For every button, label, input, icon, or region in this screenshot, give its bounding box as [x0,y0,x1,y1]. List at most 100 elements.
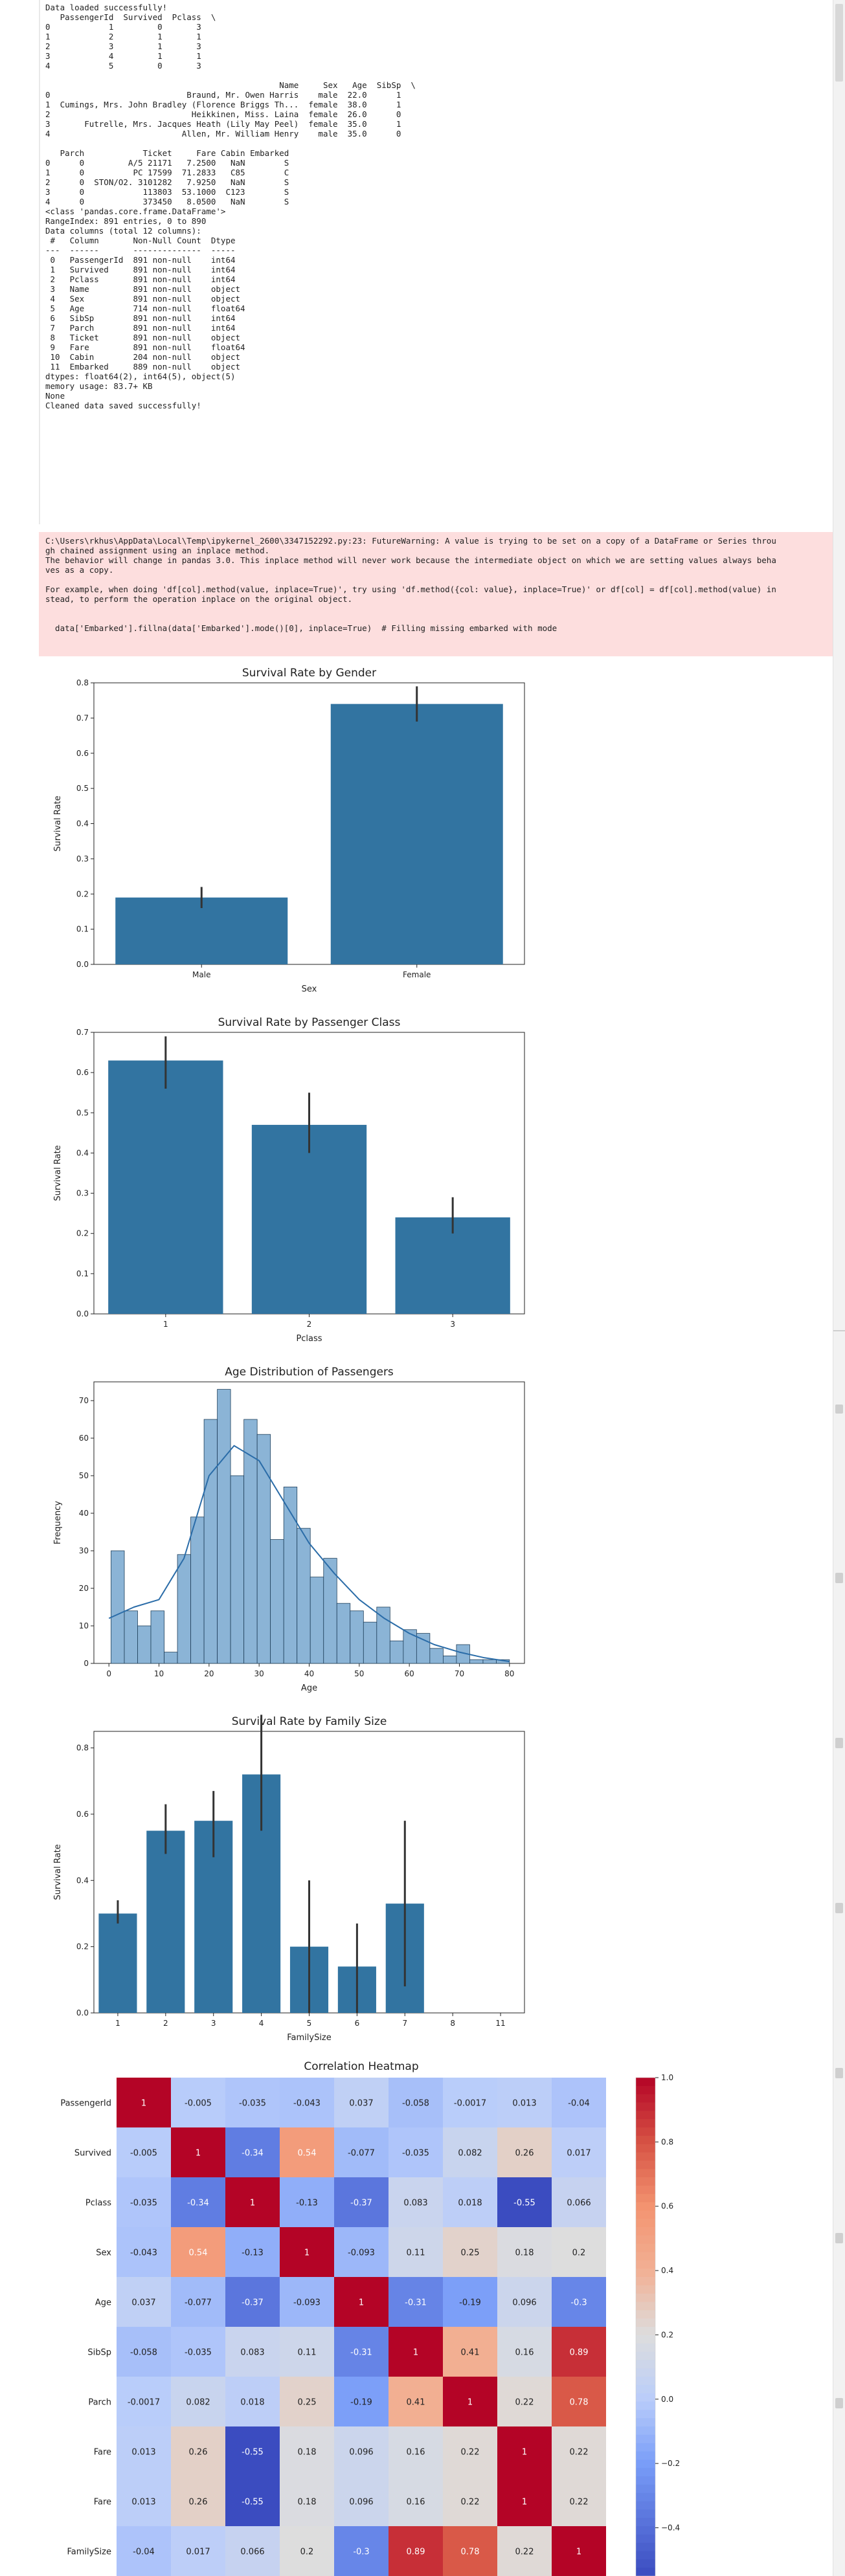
heatmap-cell-label: -0.34 [187,2199,209,2208]
heatmap-cell [443,2227,497,2277]
future-warning-output: C:\Users\rkhus\AppData\Local\Temp\ipyker… [39,532,835,656]
heatmap-cell-label: 0.096 [512,2298,536,2308]
heatmap-cell [171,2476,225,2526]
y-axis-label: Survival Rate [53,1844,63,1900]
heatmap-cell [389,2377,443,2426]
x-tick-label: 11 [495,2019,505,2028]
heatmap-cell-label: 0.25 [461,2248,480,2258]
colorbar-segment [636,2484,655,2494]
cell-output-text: Data loaded successfully! PassengerId Su… [45,3,416,410]
heatmap-row-label: Pclass [85,2199,111,2208]
heatmap-cell [117,2327,171,2377]
histogram-bar [190,1516,205,1664]
colorbar-segment [636,2152,655,2161]
x-tick-label: 60 [405,1669,414,1678]
colorbar-segment [636,2102,655,2111]
heatmap-cell-label: 0.013 [131,2498,155,2507]
heatmap-cell [389,2127,443,2177]
heatmap-cell [497,2426,552,2476]
colorbar-tick-label: 0.4 [661,2266,673,2275]
heatmap-cell-label: -0.3 [570,2298,587,2308]
histogram-bar [363,1621,377,1664]
heatmap-cell-label: -0.043 [293,2099,321,2109]
scrollbar-thumb-lower[interactable] [835,1405,843,1414]
scrollbar-divider [833,1330,845,1331]
heatmap-cell-label: 0.22 [461,2448,480,2458]
colorbar-segment [636,2493,655,2502]
x-axis-label: FamilySize [287,2033,332,2042]
heatmap-cell [443,2476,497,2526]
histogram-bar [350,1610,364,1664]
cell-gutter-top [39,0,40,524]
heatmap-cell-label: 0.096 [349,2448,373,2458]
heatmap-cell [117,2078,171,2127]
colorbar-segment [636,2476,655,2485]
histogram-bar [429,1648,444,1664]
heatmap-cell [171,2227,225,2277]
y-tick-label: 0.1 [76,925,89,934]
heatmap-cell-label: 0.017 [186,2548,210,2557]
x-tick-label: 20 [204,1669,214,1678]
y-tick-label: 0.0 [76,960,89,969]
heatmap-cell-label: 0.11 [298,2348,317,2358]
page-scrollbar[interactable] [833,0,845,2576]
heatmap-cell-label: 1 [522,2498,527,2507]
heatmap-cell-label: 1 [359,2298,364,2308]
scrollbar-thumb[interactable] [835,4,843,82]
heatmap-cell-label: 0.16 [515,2348,534,2358]
colorbar-segment [636,2094,655,2104]
y-tick-label: 0.3 [76,1189,89,1198]
y-tick-label: 0.8 [76,1744,89,1753]
colorbar-segment [636,2318,655,2327]
heatmap-cell [389,2277,443,2327]
colorbar-segment [636,2185,655,2195]
heatmap-cell [117,2526,171,2576]
heatmap-cell [443,2277,497,2327]
heatmap-cell-label: 0.18 [515,2248,534,2258]
heatmap-cell-label: 0.013 [512,2099,536,2109]
heatmap-cell [225,2426,280,2476]
histogram-bar [496,1659,510,1664]
bar [108,1060,223,1314]
heatmap-cell-label: -0.13 [296,2199,318,2208]
heatmap-cell [334,2277,389,2327]
y-tick-label: 10 [79,1621,89,1630]
heatmap-cell [225,2377,280,2426]
heatmap-cell [280,2526,334,2576]
heatmap-cell [225,2277,280,2327]
colorbar-segment [636,2351,655,2360]
heatmap-cell-label: 0.013 [131,2448,155,2458]
heatmap-cell [497,2227,552,2277]
histogram-bar [443,1655,457,1664]
heatmap-cell-label: 0.018 [458,2199,482,2208]
colorbar-segment [636,2327,655,2336]
x-tick-label: 40 [304,1669,314,1678]
y-tick-label: 0.2 [76,889,89,898]
heatmap-cell [389,2227,443,2277]
colorbar-segment [636,2534,655,2544]
heatmap-cell [552,2227,606,2277]
heatmap-cell-label: 0.22 [515,2398,534,2408]
colorbar-segment [636,2410,655,2419]
y-tick-label: 0.4 [76,1148,89,1157]
y-tick-label: 0.2 [76,1229,89,1238]
heatmap-cell-label: 0.89 [407,2548,425,2557]
heatmap-row-label: Fare [94,2498,111,2507]
heatmap-cell-label: 0.066 [567,2199,591,2208]
colorbar-segment [636,2269,655,2278]
histogram-bar [150,1610,164,1664]
heatmap-cell [443,2526,497,2576]
heatmap-cell-label: 0.22 [570,2448,589,2458]
heatmap-cell-label: 1 [141,2099,146,2109]
colorbar-segment [636,2559,655,2568]
colorbar-segment [636,2252,655,2261]
colorbar-segment [636,2343,655,2353]
heatmap-cell [334,2327,389,2377]
heatmap-cell-label: -0.035 [130,2199,157,2208]
histogram-bar [482,1659,497,1664]
chart-age-distribution: Age Distribution of Passengers 0 10 20 30 40 5… [53,1366,525,1693]
heatmap-cell [117,2476,171,2526]
heatmap-cell-label: -0.0017 [454,2099,486,2109]
heatmap-cell-label: 0.22 [461,2498,480,2507]
colorbar-segment [636,2542,655,2552]
